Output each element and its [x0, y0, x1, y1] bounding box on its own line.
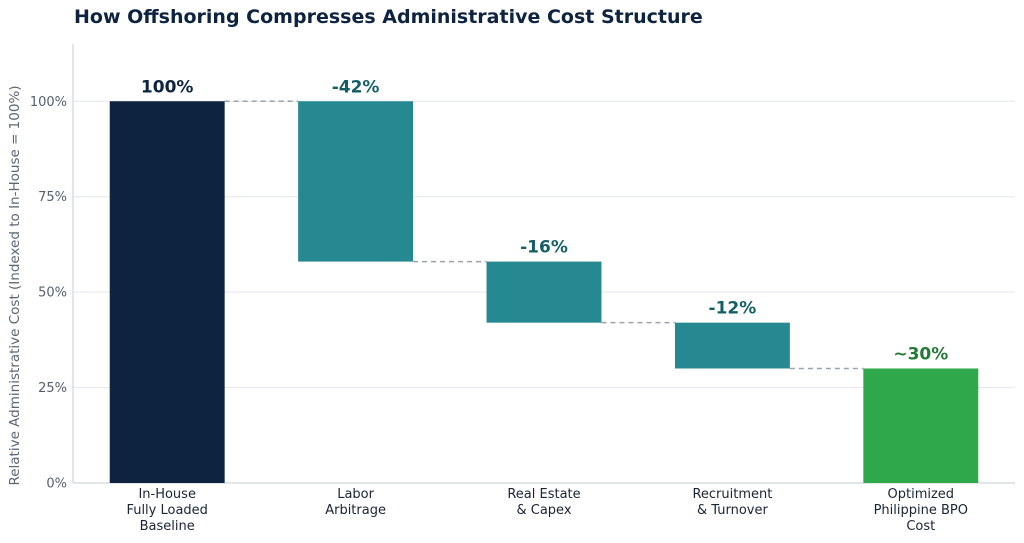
- y-tick-label: 75%: [38, 190, 67, 205]
- data-label-3: -16%: [520, 238, 568, 258]
- x-tick-label-line: Cost: [906, 519, 935, 534]
- x-tick-label-line: Arbitrage: [325, 503, 386, 518]
- x-tick-label-line: Philippine BPO: [874, 503, 968, 518]
- bar-1: [109, 101, 225, 484]
- x-tick-label-line: Labor: [337, 487, 374, 502]
- x-tick-label-line: Optimized: [888, 487, 955, 502]
- x-tick-label-line: & Turnover: [697, 503, 768, 518]
- x-tick-label-line: Fully Loaded: [126, 503, 208, 518]
- chart-title: How Offshoring Compresses Administrative…: [74, 6, 703, 28]
- x-tick-label-3: Real Estate & Capex: [507, 487, 580, 518]
- x-tick-label-line: In-House: [138, 487, 196, 502]
- y-tick-label: 0%: [46, 477, 67, 492]
- x-tick-label-5: Optimized Philippine BPO Cost: [874, 487, 968, 534]
- bar-4: [674, 322, 790, 369]
- data-label-5: ~30%: [893, 344, 948, 364]
- x-tick-label-4: Recruitment & Turnover: [692, 487, 772, 518]
- data-label-1: 100%: [141, 77, 194, 97]
- data-label-2: -42%: [332, 77, 380, 97]
- x-tick-label-2: Labor Arbitrage: [325, 487, 386, 518]
- bar-5: [863, 368, 979, 483]
- x-tick-label-line: & Capex: [516, 503, 571, 518]
- bar-3: [486, 261, 602, 323]
- y-tick-label: 50%: [38, 286, 67, 301]
- y-axis-title: Relative Administrative Cost (Indexed to…: [7, 85, 23, 485]
- bar-2: [298, 101, 414, 262]
- y-tick-label: 25%: [38, 381, 67, 396]
- x-tick-label-line: Baseline: [140, 519, 195, 534]
- x-tick-label-line: Recruitment: [692, 487, 772, 502]
- x-tick-label-1: In-House Fully Loaded Baseline: [126, 487, 208, 534]
- x-tick-label-line: Real Estate: [507, 487, 580, 502]
- y-tick-label: 100%: [30, 95, 67, 110]
- data-label-4: -12%: [709, 299, 757, 319]
